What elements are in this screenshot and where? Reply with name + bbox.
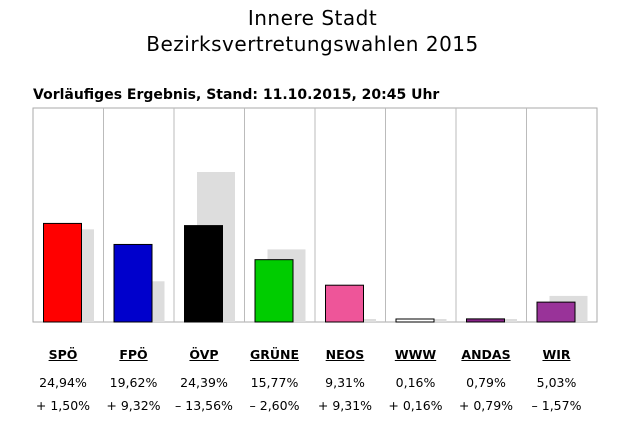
chart-title-line1: Innere Stadt — [247, 6, 378, 30]
party-label: WWW — [394, 347, 437, 362]
vote-share-label: 24,94% — [39, 375, 87, 390]
bar-current-3 — [184, 225, 223, 323]
party-label: FPÖ — [119, 347, 148, 362]
bar-current-6 — [395, 318, 435, 323]
vote-share-label: 15,77% — [250, 375, 299, 390]
vote-share-label: 9,31% — [325, 375, 365, 390]
party-label: ANDAS — [461, 347, 511, 362]
bar-current-5 — [325, 284, 364, 323]
vote-share-label: 0,79% — [466, 375, 506, 390]
change-label: – 1,57% — [531, 398, 582, 413]
vote-share-label: 24,39% — [180, 375, 228, 390]
chart-title-line2: Bezirksvertretungswahlen 2015 — [146, 32, 479, 56]
chart-subtitle: Vorläufiges Ergebnis, Stand: 11.10.2015,… — [33, 87, 440, 103]
change-label: – 2,60% — [249, 398, 300, 413]
bar-current-7 — [466, 318, 505, 323]
change-label: – 13,56% — [175, 398, 233, 413]
change-label: + 1,50% — [35, 398, 91, 413]
vote-share-label: 5,03% — [536, 375, 577, 390]
bar-current-4 — [254, 259, 294, 323]
party-label: NEOS — [325, 347, 365, 362]
bar-current-1 — [43, 222, 82, 323]
change-label: + 0,16% — [388, 398, 443, 413]
party-label: WIR — [542, 347, 571, 362]
vote-share-label: 19,62% — [109, 375, 158, 390]
change-label: + 9,32% — [106, 398, 161, 413]
vote-share-label: 0,16% — [395, 375, 436, 390]
bar-current-8 — [536, 301, 576, 323]
bar-current-2 — [113, 243, 153, 323]
party-label: ÖVP — [189, 347, 219, 362]
change-label: + 9,31% — [317, 398, 373, 413]
change-label: + 0,79% — [458, 398, 514, 413]
party-label: SPÖ — [48, 347, 78, 362]
party-label: GRÜNE — [249, 347, 300, 362]
